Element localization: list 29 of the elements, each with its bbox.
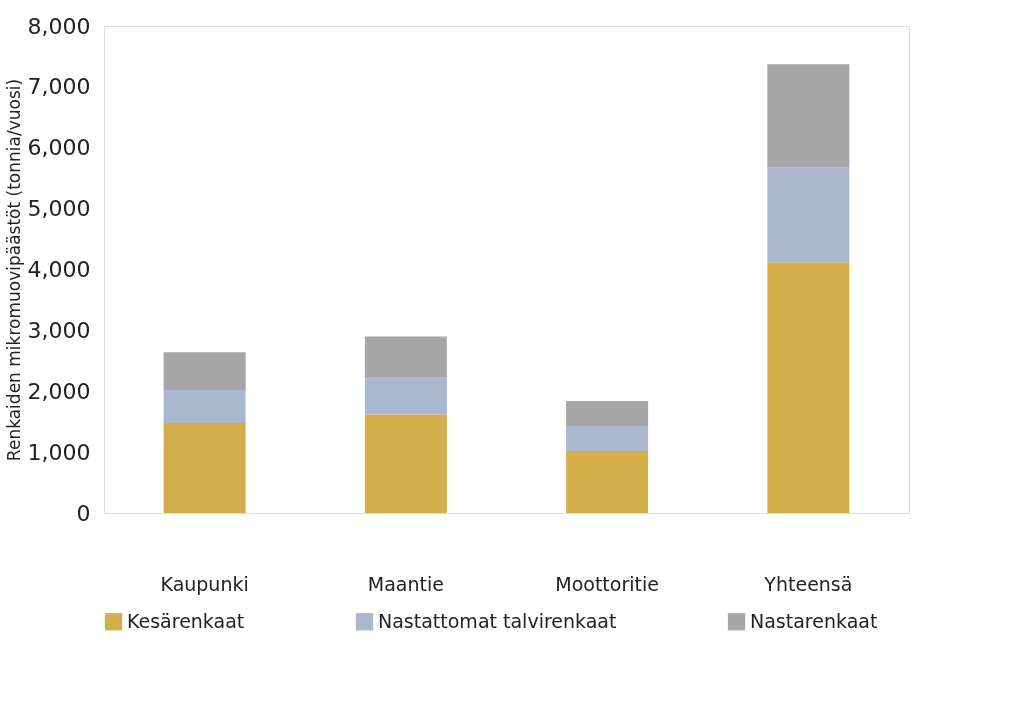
y-tick-label: 3,000 [27,317,91,343]
y-tick-label: 1,000 [27,439,91,465]
y-axis-title: Renkaiden mikromuovipäästöt (tonnia/vuosi) [3,78,24,462]
y-tick-label: 7,000 [27,74,91,100]
y-tick-label: 4,000 [27,257,91,282]
x-tick-label: Yhteensä [763,572,853,595]
x-tick-label: Maantie [367,572,444,595]
bar [364,377,447,415]
y-tick-label: 2,000 [27,378,91,404]
legend-label: Nastarenkaat [750,609,878,632]
bar [566,450,649,513]
bar [364,414,447,513]
x-tick-label: Kaupunki [160,572,249,595]
bar [566,425,649,451]
bar [163,352,246,391]
legend-label: Nastattomat talvirenkaat [378,609,617,632]
bar [767,64,850,168]
x-tick-label: Moottoritie [555,572,659,595]
bar [566,400,649,426]
bar [767,167,850,263]
bar [163,422,246,513]
bar [163,390,246,423]
legend-label: Kesärenkaat [127,609,245,632]
y-tick-label: 5,000 [27,196,91,222]
y-tick-label: 0 [76,500,91,526]
y-tick-label: 6,000 [27,135,91,161]
bar [767,262,850,513]
bar [364,336,447,378]
y-tick-label: 8,000 [27,13,91,39]
